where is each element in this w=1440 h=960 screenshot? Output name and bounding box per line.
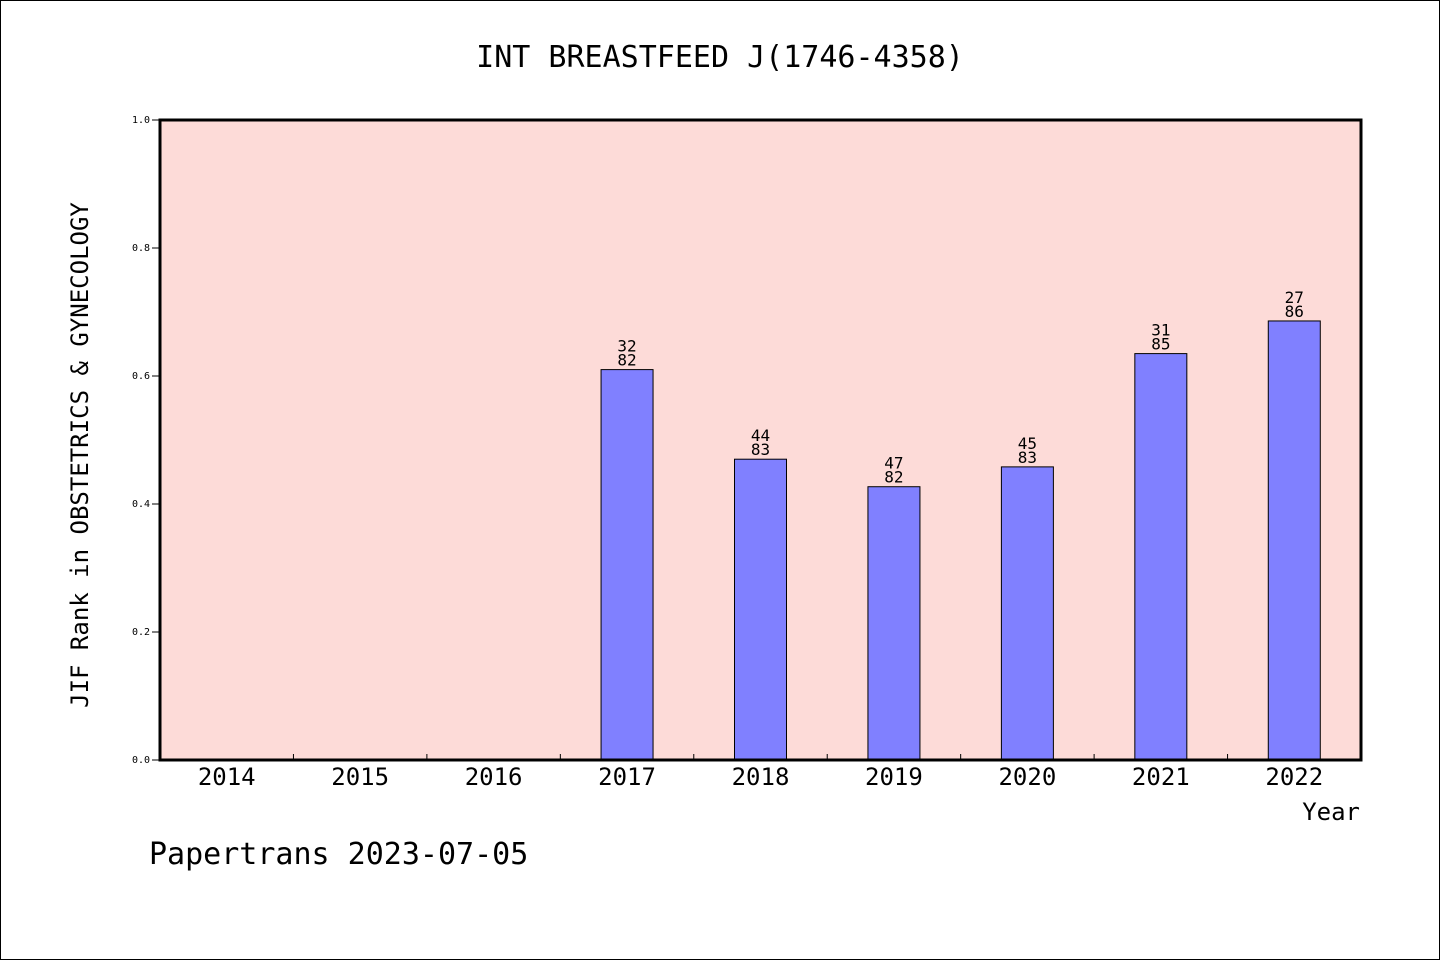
- y-tick-label: 0.8: [132, 243, 150, 254]
- bar-total-label: 86: [1285, 302, 1304, 321]
- y-tick-label: 0.0: [132, 755, 150, 766]
- bar-rank-label: 27: [1285, 288, 1304, 307]
- x-tick-label: 2014: [198, 763, 256, 791]
- x-tick-label: 2018: [732, 763, 790, 791]
- bar-2020: [1000, 466, 1054, 761]
- x-tick-label: 2020: [998, 763, 1056, 791]
- y-axis-label: JIF Rank in OBSTETRICS & GYNECOLOGY: [66, 202, 94, 708]
- bars-layer: [600, 320, 1321, 761]
- y-tick-label: 1.0: [132, 115, 150, 126]
- bar-total-label: 85: [1151, 335, 1170, 354]
- bar-total-label: 83: [1018, 448, 1037, 467]
- x-axis: 2014 2015 2016 2017 2018 2019 2020 2021 2022: [198, 754, 1323, 791]
- bar-rank-label: 31: [1151, 321, 1170, 340]
- x-tick-label: 2016: [465, 763, 523, 791]
- x-tick-label: 2021: [1132, 763, 1190, 791]
- x-tick-label: 2017: [598, 763, 656, 791]
- y-tick-label: 0.6: [132, 371, 150, 382]
- bar-2019: [867, 486, 921, 761]
- bar-2017: [600, 369, 654, 761]
- bar-2018: [734, 458, 787, 761]
- y-axis: 0.0 0.2 0.4 0.6 0.8 1.0: [132, 115, 160, 766]
- x-tick-label: 2019: [865, 763, 923, 791]
- y-tick-label: 0.2: [132, 627, 150, 638]
- plot-border: [158, 118, 1363, 762]
- bar-rank-label: 44: [751, 426, 770, 445]
- x-tick-label: 2015: [331, 763, 389, 791]
- bar-2022: [1267, 320, 1321, 761]
- bar-total-label: 82: [884, 468, 903, 487]
- bar-total-label: 83: [751, 440, 770, 459]
- x-tick-label: 2022: [1265, 763, 1323, 791]
- bar-total-label: 82: [617, 351, 636, 370]
- footer-stamp: Papertrans 2023-07-05: [149, 837, 528, 872]
- chart-title: INT BREASTFEED J(1746-4358): [476, 40, 964, 75]
- bar-rank-label: 47: [884, 454, 903, 473]
- bar-2021: [1134, 353, 1188, 761]
- y-tick-label: 0.4: [132, 499, 150, 510]
- bar-rank-label: 45: [1018, 434, 1037, 453]
- x-axis-label: Year: [1302, 798, 1360, 826]
- bar-rank-label: 32: [617, 337, 636, 356]
